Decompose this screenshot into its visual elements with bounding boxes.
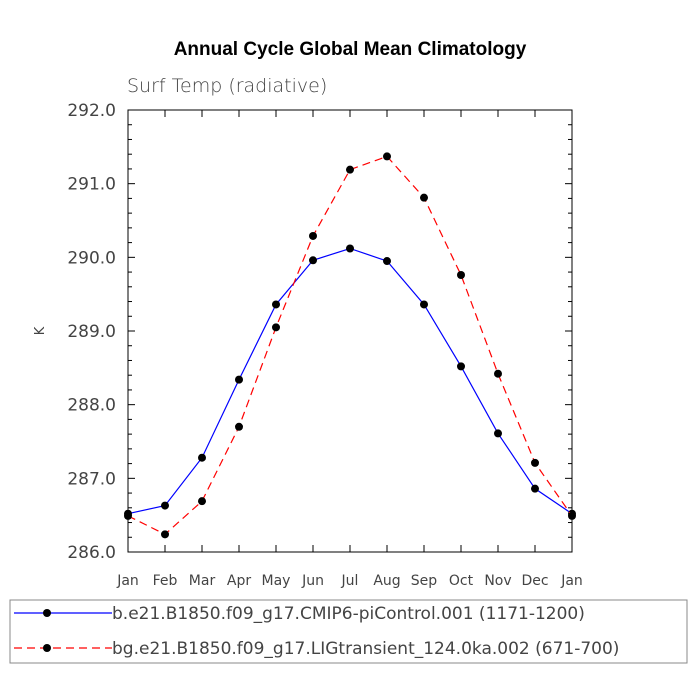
series-1-point (235, 375, 243, 384)
series-2-point (494, 369, 502, 378)
y-tick-label: 289.0 (67, 322, 116, 342)
series-2-point (420, 193, 428, 202)
series-1-point (309, 256, 317, 265)
y-tick-label: 288.0 (67, 396, 116, 416)
series-2-point (161, 530, 169, 539)
legend-label-1: b.e21.B1850.f09_g17.CMIP6-piControl.001 … (112, 604, 585, 624)
x-tick-label: Jul (341, 573, 359, 589)
x-axis-ticks: Jan Feb Mar Apr May Jun Jul Aug Sep Oct Nov Dec Jan (116, 110, 583, 589)
x-tick-label: Nov (484, 573, 511, 589)
series-layer (124, 152, 576, 539)
x-tick-label: May (262, 573, 291, 589)
x-tick-label: Apr (227, 573, 251, 589)
y-tick-label: 290.0 (67, 248, 116, 268)
series-2-point (124, 511, 132, 520)
series-1-point (457, 362, 465, 371)
series-1-point (346, 244, 354, 253)
x-tick-label: Mar (189, 573, 216, 589)
y-axis-label: K (33, 326, 48, 335)
legend-marker-1 (43, 609, 51, 617)
y-tick-label: 286.0 (67, 543, 116, 563)
series-1-point (494, 429, 502, 438)
series-2-point (457, 271, 465, 280)
series-line-1 (127, 247, 573, 515)
series-2-point (346, 165, 354, 174)
series-1-point (383, 257, 391, 266)
chart-subtitle: Surf Temp (radiative) (127, 75, 327, 97)
y-tick-label: 292.0 (67, 101, 116, 121)
legend-box (9, 599, 688, 664)
series-1-point (272, 300, 280, 309)
legend: b.e21.B1850.f09_g17.CMIP6-piControl.001 … (9, 599, 688, 664)
series-2-point (235, 422, 243, 431)
x-tick-label: Jan (560, 573, 583, 589)
legend-marker-2 (43, 644, 51, 652)
series-1-point (198, 453, 206, 462)
series-2-point (568, 511, 576, 520)
legend-label-2: bg.e21.B1850.f09_g17.LIGtransient_124.0k… (112, 639, 619, 659)
series-line-2 (127, 155, 573, 536)
chart-title: Annual Cycle Global Mean Climatology (174, 39, 527, 60)
x-tick-label: Oct (449, 573, 474, 589)
y-axis-ticks: 286.0 287.0 288.0 289.0 290.0 291.0 292.0 (67, 101, 572, 563)
series-1-point (420, 300, 428, 309)
series-2-point (309, 231, 317, 240)
series-1-point (161, 501, 169, 510)
y-tick-label: 291.0 (67, 175, 116, 195)
series-2-point (383, 152, 391, 161)
x-tick-label: Sep (411, 573, 438, 589)
series-2-point (531, 458, 539, 467)
plot-frame (127, 109, 573, 553)
y-tick-label: 287.0 (67, 469, 116, 489)
series-2-point (198, 497, 206, 506)
x-tick-label: Jun (301, 573, 324, 589)
x-tick-label: Dec (521, 573, 548, 589)
series-1-point (531, 484, 539, 493)
series-2-point (272, 323, 280, 332)
x-tick-label: Feb (153, 573, 178, 589)
x-tick-label: Jan (116, 573, 139, 589)
x-tick-label: Aug (373, 573, 400, 589)
